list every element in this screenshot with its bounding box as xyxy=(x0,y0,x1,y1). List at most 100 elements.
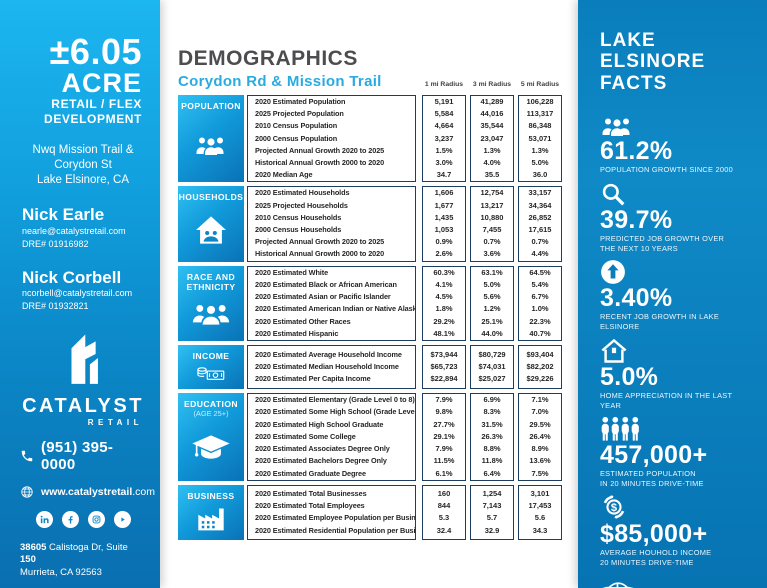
table-row-label: 2020 Estimated Some College xyxy=(255,431,356,441)
cell-value: 11.8% xyxy=(481,456,503,466)
cell-value: $22,894 xyxy=(430,374,458,384)
cell-value: 3,237 xyxy=(434,133,454,143)
table-row-label: 2010 Census Population xyxy=(255,121,338,131)
cell-value: 26.4% xyxy=(529,431,551,441)
linkedin-icon[interactable] xyxy=(35,510,53,528)
cell-value: 1.0% xyxy=(531,304,549,314)
cell-value: 7.5% xyxy=(531,468,549,478)
value-column-3mi: 12,754 13,217 10,880 7,455 0.7% 3.6% xyxy=(470,186,514,262)
value-column-3mi: 41,289 44,016 35,544 23,047 1.3% 4.0% 35.5 xyxy=(470,95,514,183)
table-row-label: 2025 Projected Population xyxy=(255,109,344,119)
cell-value: 5.3 xyxy=(438,513,450,523)
value-column-1mi: 7.9% 9.8% 27.7% 29.1% 7.9% 11.5% 6.1% xyxy=(422,393,466,481)
business-icon xyxy=(196,505,226,538)
cell-value: 17,615 xyxy=(528,225,552,235)
acre-word: ACRE xyxy=(61,68,142,98)
cell-value: 11.5% xyxy=(433,456,455,466)
value-column-3mi: 6.9% 8.3% 31.5% 26.3% 8.8% 11.8% 6.4% xyxy=(470,393,514,481)
facebook-icon[interactable] xyxy=(61,510,79,528)
fact-label: RECENT JOB GROWTH IN LAKE ELSINORE xyxy=(600,312,720,332)
cell-value: $25,027 xyxy=(478,374,506,384)
value-column-5mi: 7.1% 7.0% 29.5% 26.4% 8.9% 13.6% 7.5% xyxy=(518,393,562,481)
cell-value: 4.5% xyxy=(435,292,453,302)
cell-value: 12,754 xyxy=(480,188,504,198)
brand-block: CATALYST RETAIL xyxy=(20,331,146,427)
youtube-icon[interactable] xyxy=(113,510,131,528)
table-row-label: 2020 Estimated Hispanic xyxy=(255,328,339,338)
attribute-column: 2020 Estimated Households 2025 Projected … xyxy=(247,186,416,262)
cell-value: 29.1% xyxy=(433,431,455,441)
website-url[interactable]: www.catalystretail.com xyxy=(41,486,155,498)
cell-value: 8.9% xyxy=(531,444,549,454)
fact-commute-time: 25 MINUTESAVERAGE COMMUTE TIME xyxy=(600,575,755,588)
instagram-icon[interactable] xyxy=(87,510,105,528)
site-address-line2: Corydon St xyxy=(54,158,112,171)
cell-value: 5.6 xyxy=(534,513,546,523)
fact-value: 457,000+ xyxy=(600,441,708,470)
table-row-label: 2025 Projected Households xyxy=(255,200,348,210)
cell-value: 27.7% xyxy=(433,419,455,429)
people-row-icon xyxy=(600,416,640,442)
contact-email[interactable]: ncorbell@catalystretail.com xyxy=(22,288,133,299)
cell-value: 3,101 xyxy=(530,489,550,499)
site-address-line3: Lake Elsinore, CA xyxy=(36,173,130,186)
development-label: DEVELOPMENT xyxy=(44,112,142,126)
cell-value: 1,435 xyxy=(434,212,454,222)
value-column-1mi: $73,944 $65,723 $22,894 xyxy=(422,344,466,390)
cell-value: 1,606 xyxy=(434,188,454,198)
fact-value: 61.2% xyxy=(600,136,673,165)
section-label-race-ethnicity: RACE AND ETHNICITY xyxy=(178,265,244,341)
table-row-label: 2020 Estimated American Indian or Native… xyxy=(255,304,416,314)
section-title: HOUSEHOLDS xyxy=(178,192,244,203)
cell-value: 33,157 xyxy=(528,188,552,198)
cell-value: 6.7% xyxy=(531,292,549,302)
cell-value: $29,226 xyxy=(526,374,554,384)
globe-icon xyxy=(20,485,34,499)
section-label-business: BUSINESS xyxy=(178,484,244,541)
left-sidebar: ±6.05 ACRE RETAIL / FLEX DEVELOPMENT Nwq… xyxy=(0,0,160,588)
cell-value: 5,191 xyxy=(434,97,454,107)
cell-value: 22.3% xyxy=(529,316,551,326)
section-households: HOUSEHOLDS 2020 Estimated Households 2025 … xyxy=(178,186,562,262)
value-column-5mi: $93,404 $82,202 $29,226 xyxy=(518,344,562,390)
value-column-5mi: 106,228 113,317 86,348 53,071 1.3% 5.0% 36.0 xyxy=(518,95,562,183)
attribute-column: 2020 Estimated Total Businesses 2020 Esti… xyxy=(247,484,416,541)
section-title: INCOME xyxy=(192,350,230,361)
attribute-column: 2020 Estimated Population 2025 Projected … xyxy=(247,95,416,183)
fact-label: AVERAGE HOUHOLD INCOME 20 MINUTES DRIVE-… xyxy=(600,547,712,567)
cell-value: 1,677 xyxy=(434,200,454,210)
section-label-households: HOUSEHOLDS xyxy=(178,186,244,262)
site-address: Nwq Mission Trail & Corydon St Lake Elsi… xyxy=(20,143,146,188)
cell-value: 7,455 xyxy=(482,225,502,235)
arrow-up-circle-icon xyxy=(600,259,626,285)
table-row-label: 2020 Estimated Elementary (Grade Level 0… xyxy=(255,395,415,405)
value-column-5mi: 64.5% 5.4% 6.7% 1.0% 22.3% 40.7% xyxy=(518,265,562,341)
cell-value: $74,031 xyxy=(478,361,506,371)
cell-value: 4.4% xyxy=(531,249,549,259)
cell-value: 9.8% xyxy=(435,407,453,417)
phone-number[interactable]: (951) 395-0000 xyxy=(41,438,114,473)
cell-value: 13,217 xyxy=(480,200,504,210)
magnifier-icon xyxy=(600,181,626,207)
cell-value: 1.3% xyxy=(531,145,549,155)
brand-sub: RETAIL xyxy=(87,417,143,427)
cell-value: 7.9% xyxy=(435,444,453,454)
cell-value: 7.0% xyxy=(531,407,549,417)
fact-label: HOME APPRECIATION IN THE LAST YEAR xyxy=(600,390,733,410)
cell-value: 5.4% xyxy=(531,279,549,289)
cell-value: 86,348 xyxy=(528,121,552,131)
fact-value: 3.40% xyxy=(600,284,673,313)
cell-value: 4,664 xyxy=(434,121,454,131)
contact-dre: DRE# 01916982 xyxy=(22,238,89,249)
cell-value: 23,047 xyxy=(480,133,504,143)
households-icon xyxy=(194,215,228,250)
value-column-5mi: 3,101 17,453 5.6 34.3 xyxy=(518,484,562,541)
contact-email[interactable]: nearle@catalystretail.com xyxy=(22,225,126,236)
attribute-column: 2020 Estimated Average Household Income 2… xyxy=(247,344,416,390)
contact-card: Nick Corbell ncorbell@catalystretail.com… xyxy=(20,268,146,314)
radius-header-3mi: 3 mi Radius xyxy=(472,81,512,89)
cell-value: 17,453 xyxy=(528,501,552,511)
table-row-label: 2020 Estimated Associates Degree Only xyxy=(255,444,390,454)
table-row-label: 2020 Estimated High School Graduate xyxy=(255,419,384,429)
cell-value: $65,723 xyxy=(430,361,458,371)
